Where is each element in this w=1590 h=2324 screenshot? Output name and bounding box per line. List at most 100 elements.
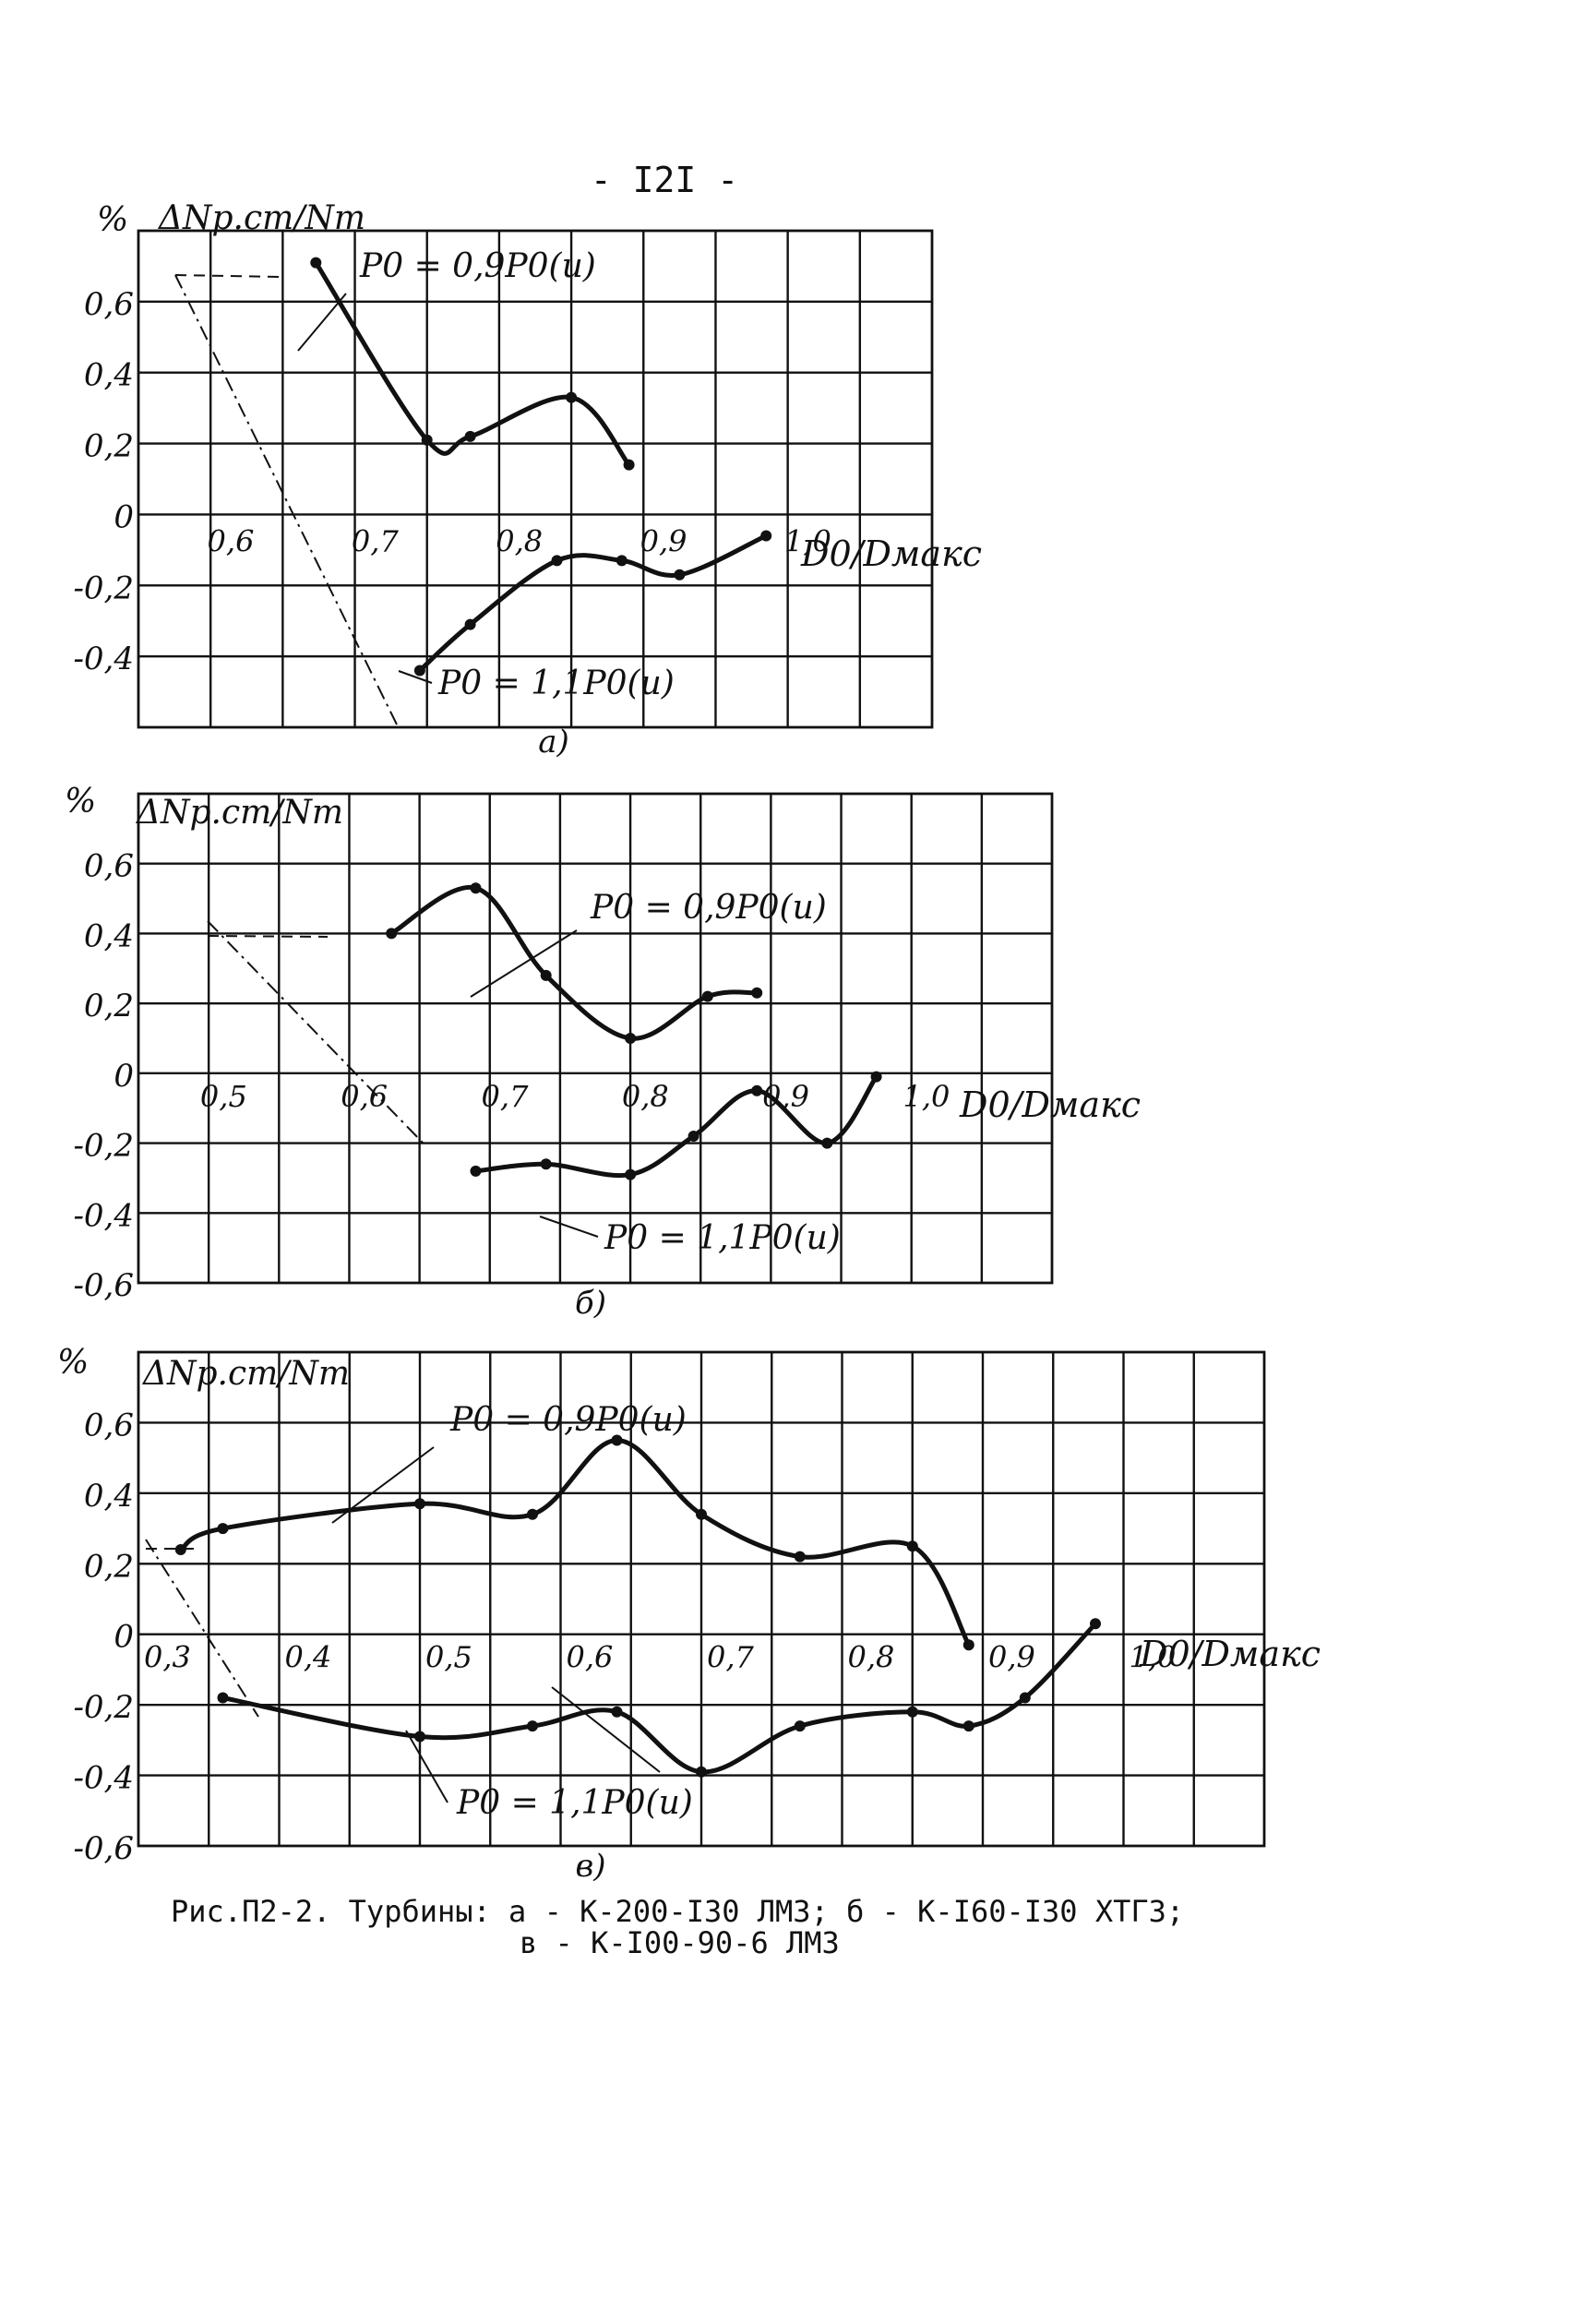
series-1-point [310,257,322,269]
series-1-point [696,1508,707,1520]
series-2-point [414,1731,425,1743]
series-1-point [414,1498,425,1510]
series-1-point [625,1033,637,1044]
series-1-line [178,1438,972,1647]
series-1-point [794,1551,806,1563]
x-axis-label: D0/Dмакс [800,533,982,574]
series-2-point [751,1084,763,1096]
x-tick-label: 0,7 [352,523,400,558]
series-2-point [616,555,628,567]
series-2-point [413,665,425,677]
series-2-point [696,1766,707,1778]
x-tick-label: 0,4 [285,1640,332,1675]
panel-label: б) [575,1285,606,1322]
series-1-point [386,928,398,940]
y-axis-label: ΔNр.ст/Nт [135,794,343,832]
x-tick-label: 0,7 [707,1640,755,1675]
series-1-point [751,987,763,999]
series-2-point [217,1692,229,1704]
y-tick-label: -0,6 [73,1830,134,1867]
x-tick-label: 1,0 [1130,1640,1177,1675]
series-1-point [464,430,476,442]
y-tick-label: 0 [114,1619,134,1656]
y-tick-label: 0,6 [84,1407,134,1444]
series-1-point [623,459,635,471]
y-axis-label: ΔNр.ст/Nт [157,199,365,237]
panel-label: а) [538,724,569,761]
series-1-annotation: P0 = 0,9P0(u) [359,247,596,285]
x-tick-label: 0,8 [496,523,543,558]
x-tick-label: 0,6 [567,1640,614,1675]
x-tick-label: 0,8 [848,1640,895,1675]
y-tick-label: 0,2 [84,988,134,1024]
y-tick-label: -0,2 [73,569,134,606]
y-tick-label: -0,4 [73,1197,134,1234]
series-2-line [417,533,769,674]
y-tick-label: -0,2 [73,1128,134,1165]
annotation-leader-line [405,1730,448,1803]
chart-panel-2: % ΔNр.ст/Nт D0/Dмакс б) 0,6 0,4 0,2 0 -0,2 -0,4 -0… [65,783,1141,1322]
series-1-annotation: P0 = 0,9P0(u) [590,889,827,927]
series-2-point [962,1720,974,1732]
x-tick-label: 0,8 [622,1079,669,1114]
series-2-point [1019,1692,1031,1704]
x-axis-label: D0/Dмакс [959,1084,1141,1125]
dash-dot-boundary-line [145,1539,259,1718]
series-2-point [551,555,563,567]
series-1-point [421,434,433,446]
series-2-point [687,1131,699,1142]
x-tick-label: 0,3 [144,1640,191,1675]
y-tick-label: 0 [114,498,134,535]
annotation-leader-line [539,1216,599,1238]
dash-dot-boundary-line [207,920,425,1145]
series-2-line [221,1621,1098,1775]
x-tick-label: 0,5 [200,1079,247,1114]
dashed-extension-line [207,935,329,938]
annotation-leader-line [297,293,347,352]
series-2-line [473,1074,879,1179]
series-1-point [906,1540,918,1552]
y-tick-label: 0,4 [84,917,134,954]
construction-line [551,1686,661,1773]
y-tick-label: -0,2 [73,1689,134,1726]
series-2-point [674,569,686,581]
x-tick-label: 0,6 [208,523,255,558]
plot-frame [137,229,934,729]
annotation-leader-line [398,670,433,684]
charts-group: % ΔNр.ст/Nт D0/Dмакс а) 0,6 0,4 0,2 0 -0,2 -0,4 0,… [57,199,1321,1885]
series-1-point [217,1523,229,1535]
y-tick-label: -0,4 [73,1760,134,1797]
grid [138,794,1052,1283]
y-tick-label: 0,2 [84,428,134,465]
annotation-leader-line [470,929,578,998]
unit-label: % [57,1344,89,1382]
y-axis-label: ΔNр.ст/Nт [141,1355,350,1393]
series-2-point [821,1137,833,1149]
y-tick-label: 0,4 [84,1478,134,1515]
series-1-point [611,1434,623,1446]
series-2-point [760,530,772,542]
series-2-point [625,1168,637,1180]
plot-frame [137,792,1054,1285]
x-tick-label: 0,6 [341,1079,388,1114]
y-tick-label: -0,6 [73,1267,134,1304]
series-1-point [540,969,552,981]
x-axis-label: D0/Dмакс [1139,1634,1321,1674]
y-tick-label: 0,2 [84,1548,134,1585]
series-1-point [566,391,578,403]
series-1-annotation: P0 = 0,9P0(u) [449,1401,687,1439]
x-tick-label: 0,9 [988,1640,1035,1675]
series-1-point [470,882,482,894]
series-2-point [540,1158,552,1170]
x-tick-label: 0,9 [640,523,687,558]
series-2-point [464,618,476,630]
x-tick-label: 1,0 [784,523,831,558]
series-1-point [701,990,713,1002]
series-1-point [962,1639,974,1651]
panel-label: в) [575,1848,605,1885]
chart-panel-1: % ΔNр.ст/Nт D0/Dмакс а) 0,6 0,4 0,2 0 -0,2 -0,4 0,… [73,199,982,761]
annotation-leader-line [331,1446,435,1524]
series-2-point [1090,1618,1101,1630]
series-2-annotation: P0 = 1,1P0(u) [604,1219,841,1257]
